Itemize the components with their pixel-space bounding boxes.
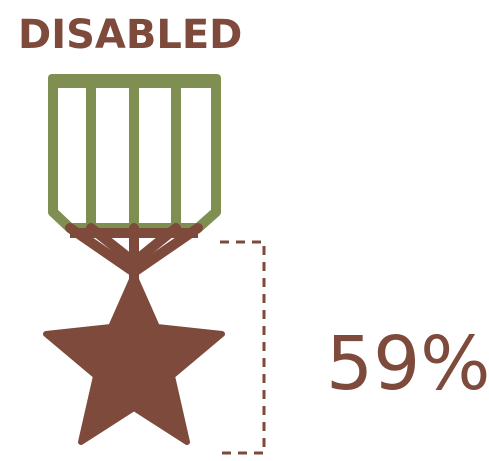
ribbon-top-bar [48,74,221,88]
title: DISABLED [18,12,242,58]
ribbon [48,75,221,233]
dashed-bracket [220,240,266,455]
strap-band [70,228,198,238]
military-medal-icon [43,74,225,445]
percentage-label: 59% [326,321,489,407]
star [43,272,225,445]
